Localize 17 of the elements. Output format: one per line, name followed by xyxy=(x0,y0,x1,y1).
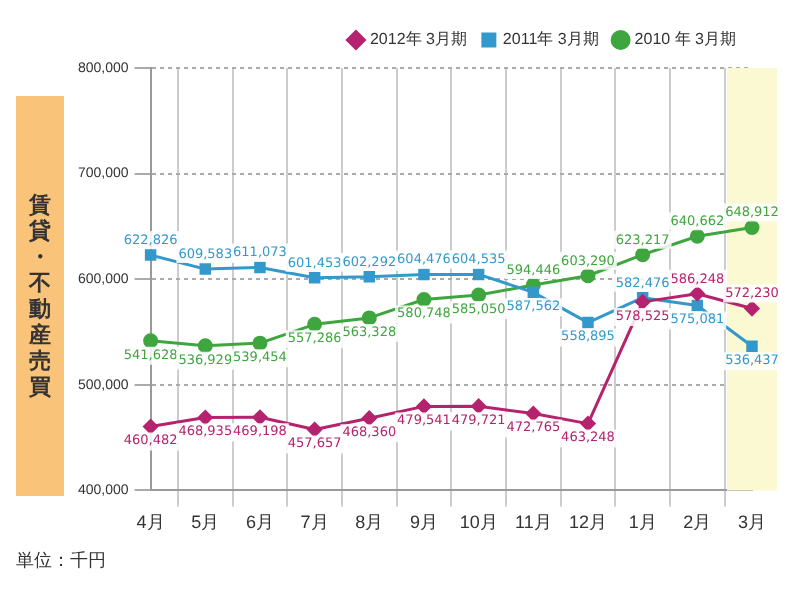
legend-label: 2012年 3月期 xyxy=(369,30,467,49)
x-tick-label: 8月 xyxy=(355,512,384,533)
x-tick-label: 2月 xyxy=(683,512,712,533)
y-axis-title: 賃貸・不動産売買 xyxy=(29,192,51,400)
x-tick-label: 11月 xyxy=(514,512,552,533)
x-tick-label: 1月 xyxy=(628,512,657,533)
x-tick-label: 6月 xyxy=(245,512,274,533)
x-tick-label: 10月 xyxy=(459,512,498,533)
x-tick-label: 7月 xyxy=(300,512,329,533)
text: 単位：千円 xyxy=(16,549,106,574)
x-tick-label: 9月 xyxy=(409,512,438,533)
x-tick-label: 3月 xyxy=(737,512,767,533)
legend-label: 2011年 3月期 xyxy=(502,30,599,49)
x-tick-label: 4月 xyxy=(136,512,165,533)
legend-label: 2010 年 3月期 xyxy=(634,30,737,49)
x-tick-label: 5月 xyxy=(191,512,220,533)
x-tick-label: 12月 xyxy=(568,512,607,533)
